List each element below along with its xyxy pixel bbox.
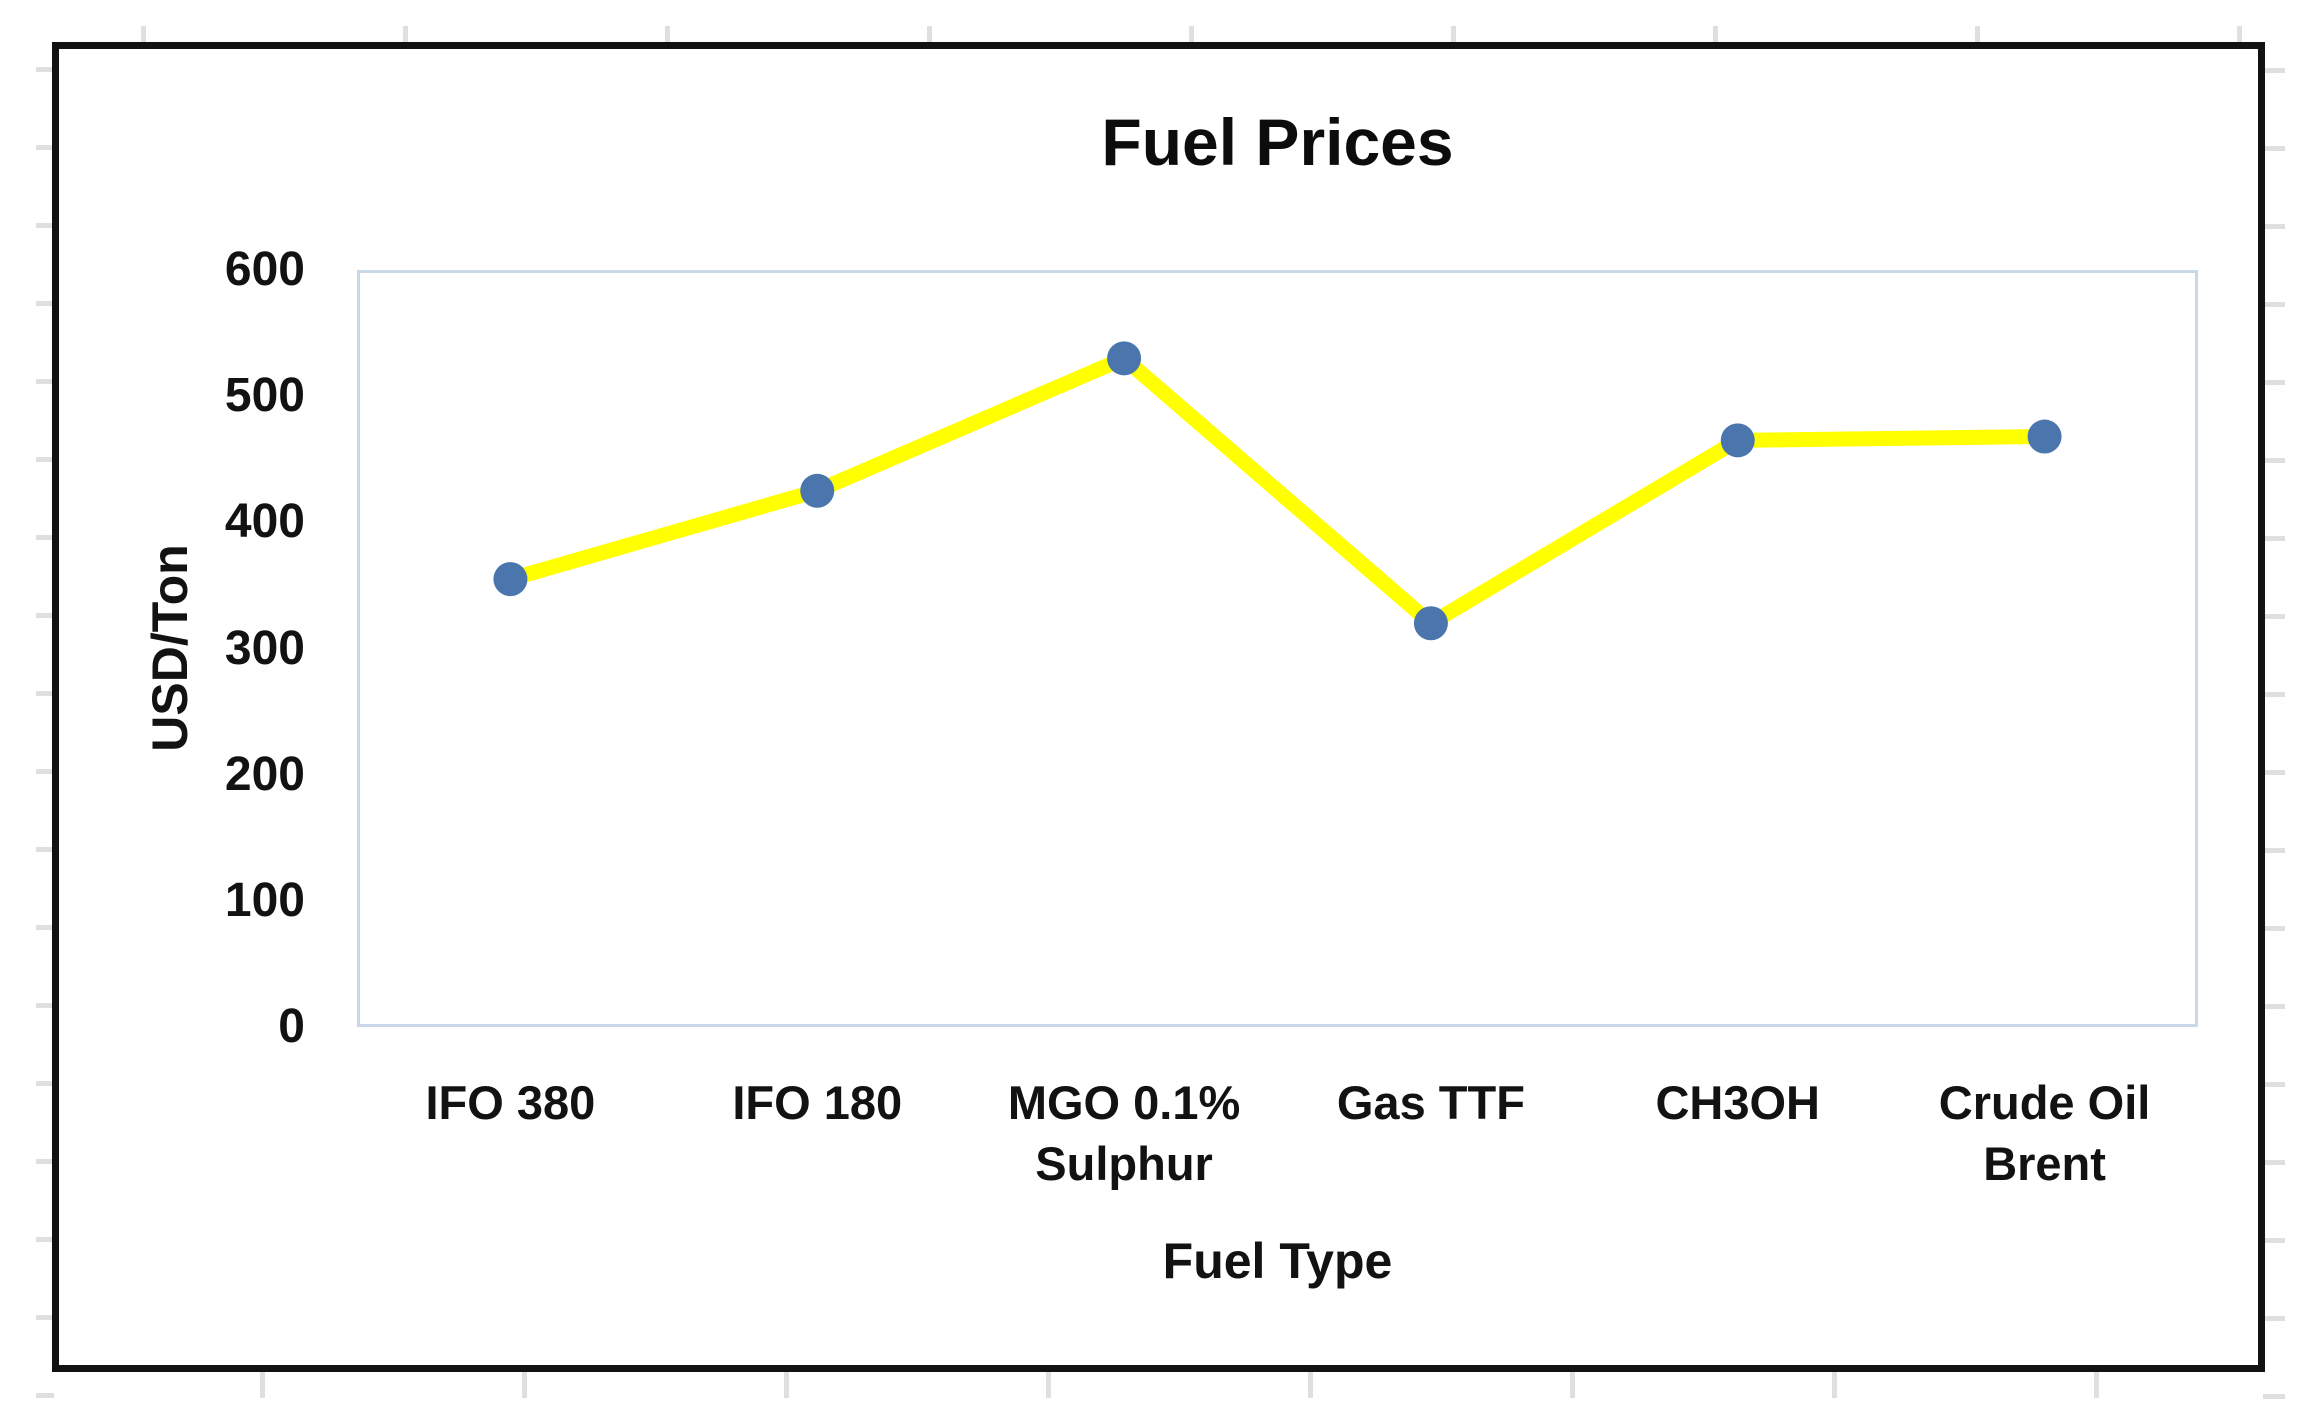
- gridline-stub: [36, 1081, 54, 1086]
- gridline-stub: [784, 1372, 789, 1398]
- series-line: [508, 349, 2045, 633]
- x-axis-category-labels: IFO 380 IFO 180 MGO 0.1% Sulphur Gas TTF CH3O…: [357, 1072, 2198, 1194]
- gridline-stub: [36, 301, 54, 306]
- gridline-stub: [36, 535, 54, 540]
- gridline-stub: [665, 26, 670, 44]
- x-category-label: IFO 180: [732, 1076, 903, 1129]
- plot-area: [357, 270, 2198, 1027]
- chart-title: Fuel Prices: [1101, 105, 1454, 179]
- gridline-stub: [522, 1372, 527, 1398]
- gridline-stub: [36, 613, 54, 618]
- y-tick-label: 400: [224, 495, 305, 549]
- gridline-stub: [36, 847, 54, 852]
- y-tick-label: 100: [224, 873, 305, 927]
- gridline-stub: [36, 1393, 54, 1398]
- x-category-label: CH3OH: [1655, 1076, 1820, 1129]
- gridline-stub: [36, 1237, 54, 1242]
- data-point-marker: [1720, 423, 1755, 458]
- gridline-stub: [36, 691, 54, 696]
- data-point-marker: [800, 473, 835, 508]
- y-tick-label: 0: [278, 1000, 305, 1053]
- data-point-marker: [2027, 419, 2062, 454]
- gridline-stub: [36, 1315, 54, 1320]
- y-tick-label: 600: [224, 243, 305, 296]
- gridline-stub: [1570, 1372, 1575, 1398]
- x-category-label: IFO 380: [425, 1076, 596, 1129]
- y-tick-label: 500: [224, 369, 305, 423]
- gridline-stub: [2237, 26, 2242, 44]
- data-point-marker: [1413, 606, 1448, 641]
- gridline-stub: [2263, 68, 2285, 73]
- gridline-stub: [2263, 1082, 2285, 1087]
- gridline-stub: [2263, 458, 2285, 463]
- gridline-stub: [1832, 1372, 1837, 1398]
- gridline-stub: [403, 26, 408, 44]
- gridline-stub: [2263, 770, 2285, 775]
- gridline-stub: [36, 769, 54, 774]
- gridline-stub: [141, 26, 146, 44]
- data-point-marker: [1107, 341, 1142, 376]
- x-category-label: Gas TTF: [1336, 1076, 1525, 1129]
- gridline-stub: [36, 1003, 54, 1008]
- gridline-stub: [2263, 1160, 2285, 1165]
- gridline-stub: [2263, 536, 2285, 541]
- gridline-stub: [1308, 1372, 1313, 1398]
- gridline-stub: [1189, 26, 1194, 44]
- y-tick-label: 300: [224, 621, 305, 675]
- gridline-stub: [2263, 1238, 2285, 1243]
- gridline-stub: [927, 26, 932, 44]
- gridline-stub: [36, 457, 54, 462]
- gridline-stub: [260, 1372, 265, 1398]
- gridline-stub: [2263, 1316, 2285, 1321]
- gridline-stub: [1451, 26, 1456, 44]
- gridline-stub: [36, 223, 54, 228]
- gridline-stub: [2263, 614, 2285, 619]
- gridline-stub: [2263, 1394, 2285, 1399]
- gridline-stub: [36, 145, 54, 150]
- x-axis-title: Fuel Type: [1162, 1233, 1393, 1289]
- gridline-stub: [2263, 380, 2285, 385]
- x-category-label: MGO 0.1% Sulphur: [1007, 1076, 1241, 1190]
- gridline-stub: [1975, 26, 1980, 44]
- gridline-stub: [2094, 1372, 2099, 1398]
- gridline-stub: [36, 67, 54, 72]
- y-tick-label: 200: [224, 747, 305, 801]
- gridline-stub: [2263, 224, 2285, 229]
- gridline-stub: [2263, 926, 2285, 931]
- gridline-stub: [36, 379, 54, 384]
- gridline-stub: [2263, 848, 2285, 853]
- gridline-stub: [1713, 26, 1718, 44]
- gridline-stub: [2263, 692, 2285, 697]
- gridline-stub: [36, 1159, 54, 1164]
- gridline-stub: [2263, 302, 2285, 307]
- x-category-label: Crude Oil Brent: [1938, 1076, 2151, 1190]
- gridline-stub: [2263, 146, 2285, 151]
- gridline-stub: [1046, 1372, 1051, 1398]
- data-point-marker: [493, 562, 528, 597]
- gridline-stub: [36, 925, 54, 930]
- gridline-stub: [2263, 1004, 2285, 1009]
